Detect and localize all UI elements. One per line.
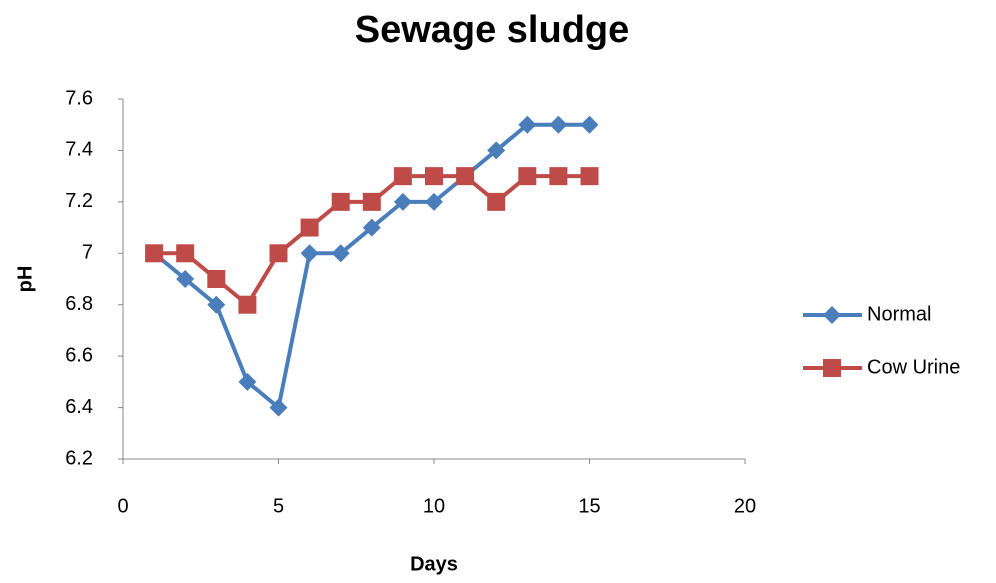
marker [269,244,288,263]
legend-label: Cow Urine [867,356,960,378]
marker [207,270,226,288]
x-tick-label: 20 [734,495,756,517]
marker [393,192,412,211]
marker [580,115,599,134]
marker [393,167,412,186]
y-tick-label: 6.2 [65,447,93,469]
marker [425,192,443,211]
marker [456,167,475,186]
marker [580,167,599,186]
y-tick-label: 7 [82,242,93,264]
marker [487,141,506,160]
x-tick-label: 15 [578,495,600,517]
y-tick-label: 6.4 [65,396,93,418]
marker [487,192,506,211]
y-tick-label: 7.6 [65,87,93,109]
marker [238,372,257,391]
marker [300,218,319,237]
marker [518,115,537,134]
marker [362,218,381,237]
marker [145,244,164,263]
marker [331,244,350,263]
x-tick-label: 5 [273,495,284,517]
y-tick-label: 7.4 [65,139,93,161]
marker [549,167,568,186]
marker [425,167,443,186]
y-tick-label: 6.6 [65,344,93,366]
y-tick-label: 6.8 [65,293,93,315]
marker [207,295,226,314]
marker [362,192,381,211]
x-tick-label: 0 [117,495,128,517]
legend-marker [823,359,841,377]
chart-title: Sewage sludge [355,9,630,51]
y-tick-label: 7.2 [65,190,93,212]
marker [331,192,350,211]
marker [269,398,288,417]
marker [176,244,195,263]
marker [518,167,537,186]
legend-label: Normal [867,303,931,325]
marker [176,270,195,288]
marker [238,295,257,314]
marker [300,244,319,263]
legend-marker [823,306,841,324]
y-axis-label: pH [14,266,36,293]
x-axis-label: Days [410,553,458,575]
marker [549,115,568,134]
x-tick-label: 10 [423,495,445,517]
